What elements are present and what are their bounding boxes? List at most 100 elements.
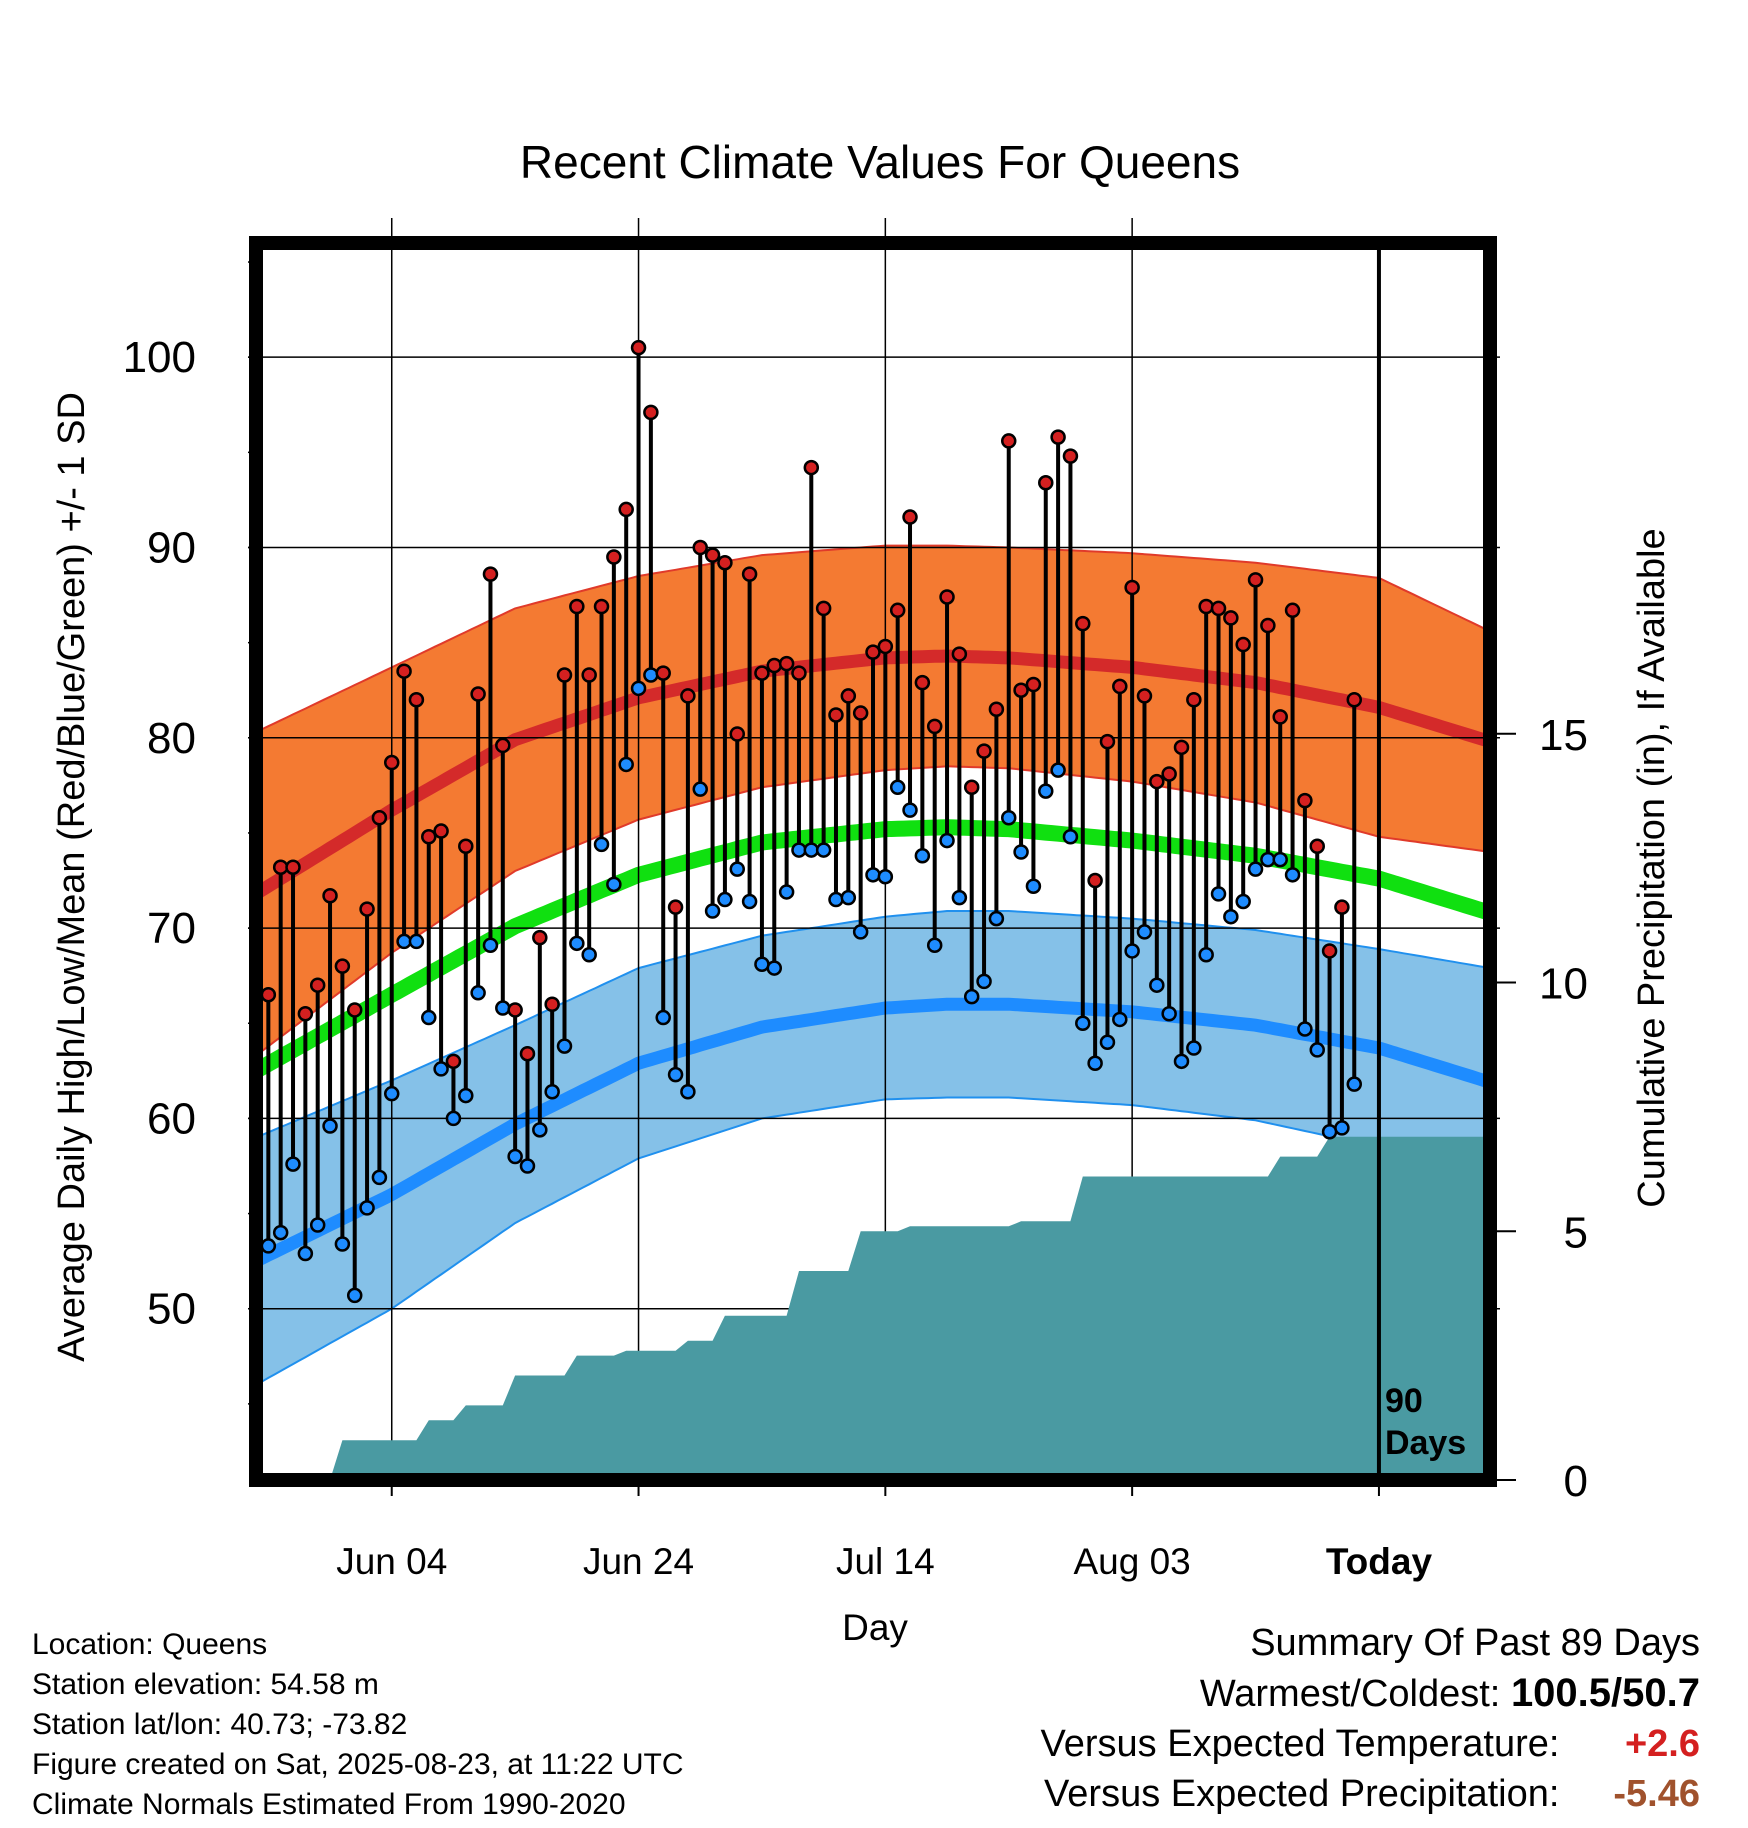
y-left-tick-label: 70 xyxy=(147,904,196,953)
high-point xyxy=(791,665,807,681)
high-point xyxy=(1334,899,1350,915)
low-point xyxy=(828,891,844,908)
low-point xyxy=(951,889,968,906)
low-point xyxy=(1173,1053,1190,1070)
y-left-tick-label: 80 xyxy=(147,714,196,763)
low-point xyxy=(346,1287,363,1304)
high-point xyxy=(1075,615,1091,632)
high-point xyxy=(1062,448,1079,464)
high-point xyxy=(630,339,647,356)
low-point xyxy=(939,832,955,849)
high-point xyxy=(606,549,622,565)
y-right-tick-label: 10 xyxy=(1539,960,1588,1009)
low-point xyxy=(1198,947,1214,963)
y-right-tick-label: 0 xyxy=(1564,1457,1588,1506)
low-point xyxy=(692,781,708,797)
high-point xyxy=(1000,433,1017,449)
low-point xyxy=(680,1084,696,1100)
precipitation-area xyxy=(331,1136,1484,1474)
high-point xyxy=(396,663,412,679)
low-point xyxy=(1038,783,1054,799)
low-point xyxy=(1025,878,1042,894)
low-point xyxy=(1247,861,1264,877)
high-point xyxy=(1198,598,1214,615)
temp-label: Versus Expected Temperature: xyxy=(1040,1723,1560,1765)
low-point xyxy=(581,947,597,963)
elevation-text: Station elevation: 54.58 m xyxy=(32,1668,379,1701)
temp-anomaly-value: +2.6 xyxy=(1624,1723,1700,1765)
high-point xyxy=(926,718,943,735)
low-point xyxy=(334,1236,351,1252)
low-point xyxy=(495,1000,511,1016)
high-point xyxy=(667,899,684,915)
low-point xyxy=(519,1158,536,1174)
today-days-number: 90 xyxy=(1385,1382,1423,1420)
temp-row: Versus Expected Temperature: +2.6 xyxy=(1041,1719,1700,1769)
low-point xyxy=(852,924,869,940)
y-right-tick-label: 15 xyxy=(1539,711,1588,760)
low-point xyxy=(421,1009,437,1026)
high-point xyxy=(939,589,955,605)
y-left-tick-label: 60 xyxy=(147,1094,196,1143)
low-point xyxy=(285,1156,301,1172)
high-point xyxy=(704,547,721,563)
high-point xyxy=(1013,682,1029,698)
low-point xyxy=(704,903,721,919)
daily-ranges xyxy=(266,347,1357,1296)
low-point xyxy=(309,1217,326,1233)
y-left-tick-label: 100 xyxy=(123,333,196,382)
high-point xyxy=(272,859,289,875)
low-point xyxy=(1161,1005,1177,1022)
low-point xyxy=(1210,886,1227,902)
high-point xyxy=(519,1045,536,1062)
high-point xyxy=(495,737,511,754)
low-point xyxy=(1321,1123,1338,1140)
high-point xyxy=(322,888,338,904)
low-point xyxy=(1099,1034,1116,1051)
created-text: Figure created on Sat, 2025-08-23, at 11… xyxy=(32,1748,684,1781)
high-point xyxy=(1210,600,1227,617)
low-point xyxy=(507,1148,523,1165)
high-point xyxy=(1050,429,1066,445)
location-text: Location: Queens xyxy=(32,1628,268,1661)
low-upper-edge xyxy=(262,910,1484,1137)
low-point xyxy=(260,1238,277,1254)
high-point xyxy=(1235,636,1251,653)
low-point xyxy=(1013,844,1029,860)
low-point xyxy=(371,1169,388,1186)
low-point xyxy=(1062,829,1079,845)
plot-frame xyxy=(249,236,1497,1487)
high-point xyxy=(741,566,758,582)
summary-panel: Summary Of Past 89 Days Warmest/Coldest:… xyxy=(1041,1618,1700,1819)
high-point xyxy=(778,655,795,672)
high-point xyxy=(815,600,832,617)
x-tick-label: Jul 14 xyxy=(836,1541,935,1582)
low-point xyxy=(593,836,610,853)
precip-row: Versus Expected Precipitation: -5.46 xyxy=(1041,1769,1700,1819)
high-point xyxy=(618,501,634,518)
low-point xyxy=(902,802,918,818)
high-point xyxy=(902,509,918,525)
low-point xyxy=(470,985,486,1001)
high-point xyxy=(803,459,820,476)
low-point xyxy=(840,889,857,906)
high-point xyxy=(470,686,486,702)
low-point xyxy=(1112,1011,1128,1028)
low-point xyxy=(1075,1015,1091,1032)
high-point xyxy=(371,809,388,826)
low-point xyxy=(272,1224,289,1241)
low-point xyxy=(643,667,659,683)
high-point xyxy=(655,665,671,681)
latlon-text: Station lat/lon: 40.73; -73.82 xyxy=(32,1708,408,1741)
high-point xyxy=(532,929,548,946)
high-point xyxy=(433,823,449,839)
low-point xyxy=(877,868,894,885)
low-point xyxy=(458,1087,474,1104)
high-point xyxy=(1186,691,1202,708)
high-point xyxy=(1321,943,1338,959)
station-info: Location: Queens Station elevation: 54.5… xyxy=(32,1625,684,1825)
warm-cold-row: Warmest/Coldest: 100.5/50.7 xyxy=(1041,1668,1700,1719)
high-point xyxy=(643,404,659,421)
high-upper-edge xyxy=(262,544,1484,731)
